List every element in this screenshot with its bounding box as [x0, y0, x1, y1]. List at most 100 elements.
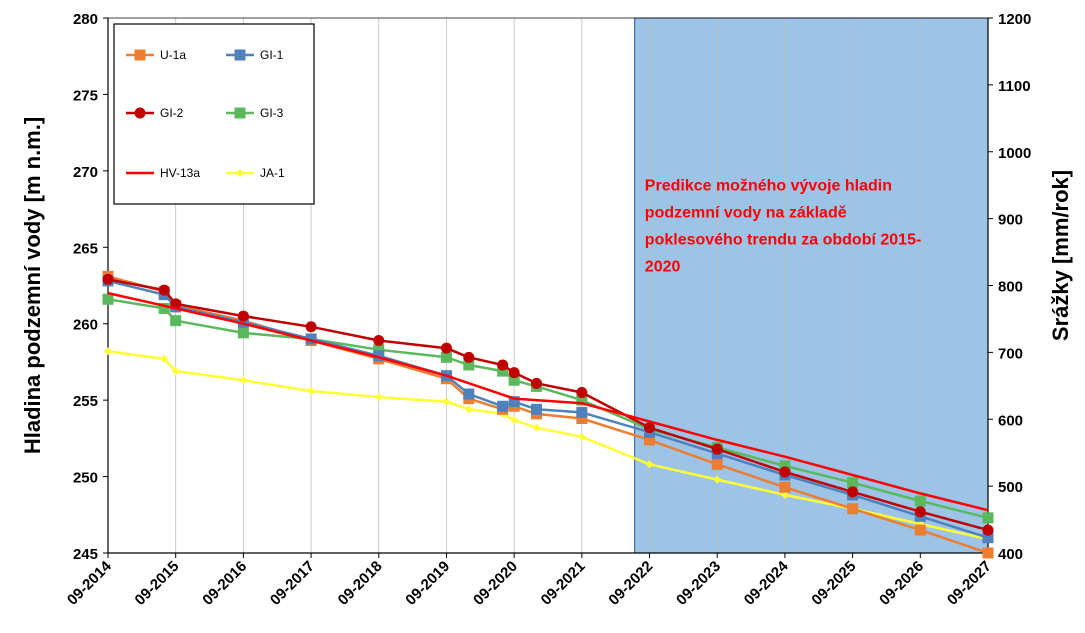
data-point-gi-2 [576, 387, 588, 398]
data-point-ja-1 [442, 397, 451, 406]
data-point-ja-1 [104, 347, 112, 356]
tick-label-right: 1000 [998, 145, 1031, 162]
data-point-gi-2 [373, 335, 385, 347]
tick-label-left: 280 [73, 11, 98, 28]
tick-label-x: 09-2017 [267, 558, 318, 609]
annotation-line: 2020 [645, 259, 681, 276]
data-point-gi-3 [237, 327, 249, 339]
tick-label-x: 09-2027 [944, 558, 995, 609]
data-point-gi-3 [914, 495, 926, 507]
y2-axis-title: Srážky [mm/rok] [1048, 170, 1073, 341]
tick-label-x: 09-2015 [132, 558, 183, 609]
data-point-gi-1 [576, 406, 588, 418]
legend-swatch-marker [234, 107, 246, 119]
legend-label: JA-1 [260, 166, 285, 180]
tick-label-right: 900 [998, 212, 1023, 229]
tick-label-x: 09-2014 [64, 557, 115, 608]
data-point-gi-2 [102, 273, 114, 285]
data-point-gi-3 [847, 477, 859, 489]
legend-swatch-marker [234, 49, 246, 61]
data-point-gi-1 [530, 403, 542, 415]
data-point-gi-2 [497, 359, 509, 371]
data-point-gi-3 [158, 302, 170, 314]
data-point-gi-2 [982, 524, 994, 536]
data-point-gi-2 [847, 486, 859, 498]
data-point-ja-1 [510, 416, 519, 425]
data-point-gi-1 [508, 396, 520, 408]
data-point-gi-2 [530, 377, 542, 389]
data-point-ja-1 [532, 423, 541, 432]
annotation-line: poklesového trendu za období 2015- [645, 232, 922, 249]
tick-label-right: 1100 [998, 78, 1031, 95]
tick-label-left: 250 [73, 470, 98, 487]
tick-label-x: 09-2024 [741, 557, 792, 608]
data-point-gi-2 [237, 310, 249, 322]
data-point-ja-1 [713, 475, 722, 484]
tick-label-right: 400 [998, 546, 1023, 563]
legend-label: U-1a [160, 48, 186, 62]
data-point-gi-3 [170, 315, 182, 327]
legend-swatch-marker [134, 49, 146, 61]
series-line-ja-1 [107, 349, 989, 541]
data-point-gi-3 [102, 293, 114, 305]
tick-label-left: 265 [73, 240, 98, 257]
tick-label-left: 270 [73, 164, 98, 181]
data-point-u-1a [914, 524, 926, 536]
data-point-gi-2 [508, 367, 520, 379]
data-point-gi-2 [644, 422, 656, 434]
tick-label-x: 09-2019 [402, 558, 453, 609]
legend-swatch-marker [134, 107, 146, 119]
annotation-line: podzemní vody na základě [645, 205, 847, 222]
legend-label: GI-3 [260, 106, 284, 120]
data-point-gi-2 [305, 321, 317, 333]
tick-label-right: 600 [998, 412, 1023, 429]
series-line-gi-3 [107, 298, 989, 520]
data-point-gi-3 [982, 512, 994, 524]
data-point-gi-2 [158, 284, 170, 296]
annotation-line: Predikce možného vývoje hladin [645, 178, 892, 195]
data-point-gi-3 [440, 351, 452, 363]
y-axis-title: Hladina podzemní vody [m n.m.] [20, 117, 45, 454]
tick-label-x: 09-2023 [673, 558, 724, 609]
tick-label-left: 275 [73, 87, 98, 104]
data-point-ja-1 [160, 354, 169, 363]
data-point-gi-1 [463, 388, 475, 400]
tick-label-x: 09-2016 [199, 558, 250, 609]
data-point-ja-1 [464, 405, 473, 414]
data-point-ja-1 [780, 490, 789, 499]
tick-label-left: 255 [73, 393, 98, 410]
legend-label: GI-2 [160, 106, 184, 120]
tick-label-left: 260 [73, 317, 98, 334]
series-line-u-1a [107, 275, 989, 555]
tick-label-x: 09-2025 [808, 558, 859, 609]
data-point-gi-2 [463, 351, 475, 363]
data-point-u-1a [779, 481, 791, 493]
tick-label-x: 09-2020 [470, 558, 521, 609]
data-point-ja-1 [645, 460, 654, 469]
data-point-u-1a [711, 458, 723, 470]
series-line-gi-1 [107, 279, 989, 539]
data-point-ja-1 [577, 432, 586, 441]
data-point-ja-1 [171, 367, 180, 376]
data-point-gi-1 [497, 400, 509, 412]
legend-label: GI-1 [260, 48, 284, 62]
tick-label-right: 1200 [998, 11, 1031, 28]
data-point-ja-1 [307, 386, 316, 395]
tick-label-x: 09-2018 [335, 558, 386, 609]
tick-label-right: 800 [998, 279, 1023, 296]
series-line-gi-2 [107, 278, 989, 532]
data-point-u-1a [982, 547, 994, 559]
tick-label-left: 245 [73, 546, 98, 563]
data-point-ja-1 [374, 393, 383, 402]
tick-label-x: 09-2021 [538, 558, 589, 609]
tick-label-right: 500 [998, 479, 1023, 496]
tick-label-x: 09-2026 [876, 558, 927, 609]
legend-swatch-marker [236, 169, 244, 177]
data-point-u-1a [847, 503, 859, 515]
tick-label-right: 700 [998, 345, 1023, 362]
series-line-hv-13a [107, 291, 989, 512]
data-point-gi-2 [779, 466, 791, 478]
data-point-gi-2 [914, 506, 926, 518]
